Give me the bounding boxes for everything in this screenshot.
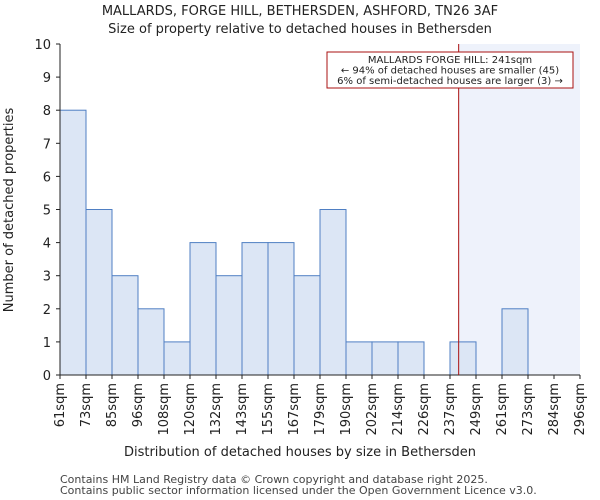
- y-tick-label: 5: [43, 204, 51, 219]
- annotation-line: 6% of semi-detached houses are larger (3…: [337, 76, 563, 87]
- x-tick-label: 190sqm: [339, 383, 354, 436]
- x-tick-label: 120sqm: [183, 383, 198, 436]
- x-tick-label: 273sqm: [521, 383, 536, 436]
- y-tick-label: 1: [43, 336, 51, 351]
- x-tick-label: 284sqm: [547, 383, 562, 436]
- y-tick-label: 2: [43, 303, 51, 318]
- x-tick-label: 214sqm: [391, 383, 406, 436]
- bar: [267, 242, 295, 376]
- x-tick-label: 108sqm: [157, 383, 172, 436]
- bar: [319, 209, 347, 376]
- bar: [137, 308, 165, 376]
- bar: [371, 341, 399, 376]
- x-tick-label: 155sqm: [261, 383, 276, 436]
- x-tick-label: 85sqm: [105, 383, 120, 427]
- y-tick-label: 4: [43, 237, 51, 252]
- footer-line-1: Contains HM Land Registry data © Crown c…: [60, 473, 488, 486]
- y-axis-label: Number of detached properties: [2, 108, 17, 313]
- bar: [449, 341, 477, 376]
- bar: [189, 242, 217, 376]
- x-tick-label: 179sqm: [313, 383, 328, 436]
- x-tick-label: 143sqm: [235, 383, 250, 436]
- footer-line-2: Contains public sector information licen…: [60, 484, 537, 497]
- bar: [397, 341, 425, 376]
- y-tick-label: 7: [43, 137, 51, 152]
- x-tick-label: 202sqm: [365, 383, 380, 436]
- chart-subtitle: Size of property relative to detached ho…: [108, 22, 492, 37]
- x-tick-label: 96sqm: [131, 383, 146, 427]
- x-tick-label: 296sqm: [573, 383, 588, 436]
- y-tick-label: 6: [43, 170, 51, 185]
- chart-title: MALLARDS, FORGE HILL, BETHERSDEN, ASHFOR…: [102, 4, 498, 19]
- bar: [293, 275, 321, 376]
- x-tick-label: 167sqm: [287, 383, 302, 436]
- x-tick-label: 226sqm: [417, 383, 432, 436]
- bar: [501, 308, 529, 376]
- bar: [215, 275, 243, 376]
- bar: [59, 109, 87, 376]
- annotation-line: MALLARDS FORGE HILL: 241sqm: [368, 55, 532, 66]
- annotation-box: [326, 51, 574, 89]
- plot-area: 0 1 2 3 4 5 6 7 8 9 10 61sqm 73sqm 85sqm 96sqm 108sqm 12…: [34, 38, 588, 436]
- bar: [85, 209, 113, 376]
- y-tick-label: 0: [43, 369, 51, 384]
- x-tick-label: 132sqm: [209, 383, 224, 436]
- y-tick-label: 10: [34, 38, 51, 53]
- x-tick-label: 249sqm: [469, 383, 484, 436]
- x-tick-label: 261sqm: [495, 383, 510, 436]
- x-tick-label: 73sqm: [79, 383, 94, 427]
- y-tick-label: 9: [43, 71, 51, 86]
- x-axis-label: Distribution of detached houses by size …: [124, 445, 476, 460]
- y-tick-label: 8: [43, 104, 51, 119]
- y-tick-label: 3: [43, 270, 51, 285]
- bar: [241, 242, 269, 376]
- bar: [163, 341, 191, 376]
- bar: [345, 341, 373, 376]
- bar: [111, 275, 139, 376]
- annotation-line: ← 94% of detached houses are smaller (45…: [341, 66, 559, 77]
- x-tick-label: 237sqm: [443, 383, 458, 436]
- x-tick-label: 61sqm: [53, 383, 68, 427]
